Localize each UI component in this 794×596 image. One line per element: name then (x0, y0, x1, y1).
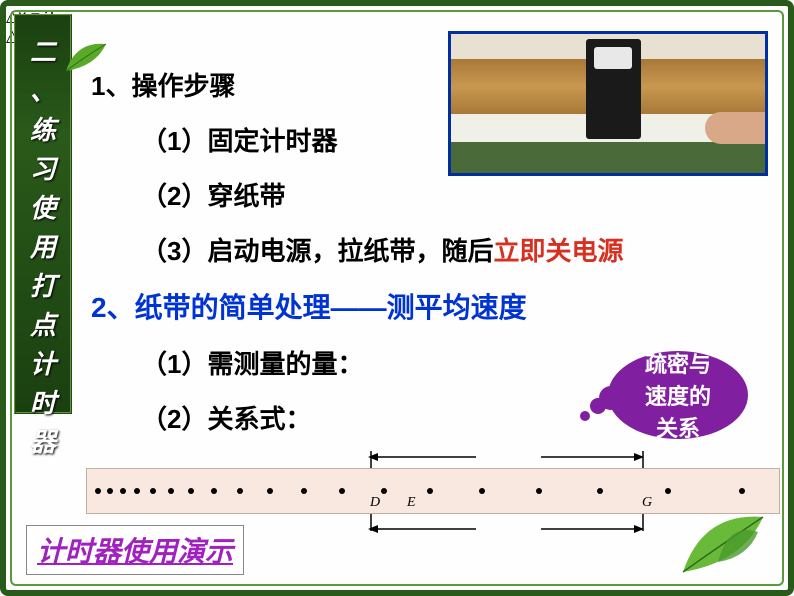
bubble-line: 疏密与 (645, 347, 711, 379)
tape-label-e: E (407, 495, 416, 511)
heading-2: 2、纸带的简单处理——测平均速度 (91, 286, 768, 326)
tape-dot (188, 488, 194, 494)
arrow-dx (366, 448, 646, 466)
tape-dot (134, 488, 140, 494)
tape-dot (168, 488, 174, 494)
tape-dot (267, 488, 273, 494)
tape-label-g: G (642, 495, 652, 511)
sidebar-char: 器 (30, 422, 56, 459)
tape-dot (107, 488, 113, 494)
heading-1: 1、操作步骤 (91, 66, 768, 103)
step-3-emph: 立即关电源 (493, 236, 623, 266)
tape-dot (536, 488, 542, 494)
tape-dot (95, 488, 101, 494)
step-3-pre: （3）启动电源，拉纸带，随后 (141, 236, 493, 266)
sidebar-char: 计 (30, 344, 56, 381)
tape-dot (597, 488, 603, 494)
tape-dot (150, 488, 156, 494)
tape-dot (665, 488, 671, 494)
sidebar-char: 用 (30, 227, 56, 264)
tape-dot (739, 488, 745, 494)
sidebar-char: 使 (30, 188, 56, 225)
bubble-line: 速度的 (645, 379, 711, 411)
tape-dot (120, 488, 126, 494)
sidebar-char: 习 (30, 149, 56, 186)
sidebar-char: 、 (30, 71, 56, 108)
tape-dot (211, 488, 217, 494)
sidebar-char: 时 (30, 383, 56, 420)
sidebar-char: 打 (30, 266, 56, 303)
bubble-small (580, 411, 590, 421)
tape-dot (479, 488, 485, 494)
step-1: （1）固定计时器 (91, 121, 768, 158)
step-2: （2）穿纸带 (91, 176, 768, 213)
step-3: （3）启动电源，拉纸带，随后立即关电源 (91, 231, 768, 268)
tape-label-d: D (370, 495, 380, 511)
sidebar-char: 二 (30, 32, 56, 69)
thought-bubble: 疏密与 速度的 关系 (608, 351, 748, 439)
outer-frame: 二 、 练 习 使 用 打 点 计 时 器 1、操作步骤 （1）固定计时器 （2… (0, 0, 794, 596)
sidebar-char: 练 (30, 110, 56, 147)
tape-dot (301, 488, 307, 494)
tape-dot (237, 488, 243, 494)
tape-dot (427, 488, 433, 494)
bubble-line: 关系 (656, 411, 700, 443)
arrow-dt (366, 520, 646, 538)
demo-link[interactable]: 计时器使用演示 (26, 525, 244, 575)
tape-strip: D E G (86, 468, 780, 514)
sidebar-char: 点 (30, 305, 56, 342)
tape-dot (339, 488, 345, 494)
bubble-small (590, 398, 606, 414)
leaf-icon (673, 502, 773, 582)
tape-dot (381, 488, 387, 494)
